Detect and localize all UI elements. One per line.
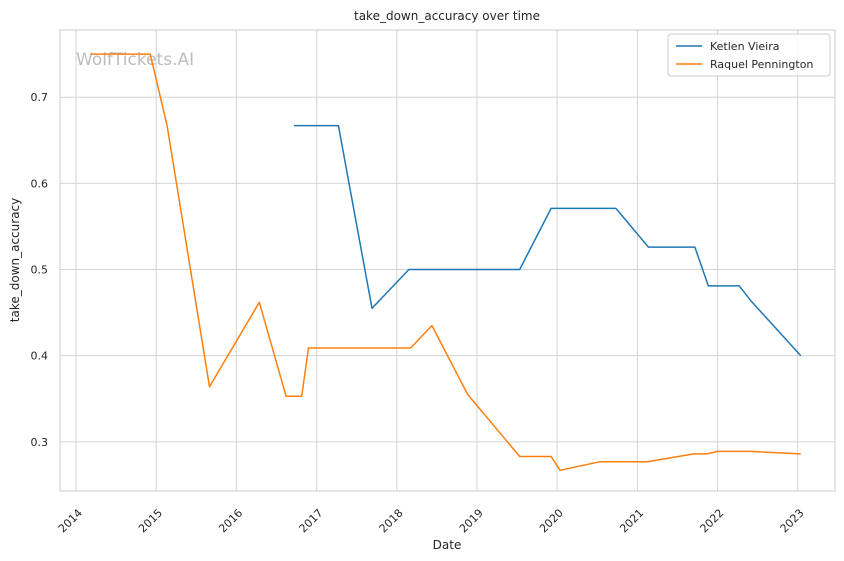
x-tick-label: 2020: [537, 506, 566, 535]
x-tick-label: 2016: [216, 506, 245, 535]
legend-label: Raquel Pennington: [710, 58, 813, 71]
x-tick-label: 2017: [297, 506, 326, 535]
legend-label: Ketlen Vieira: [710, 40, 779, 53]
x-axis-ticks: 2014 2015 2016 2017 2018 2019 2020 2021 2022 2023: [56, 506, 807, 535]
x-axis-title: Date: [433, 538, 462, 552]
x-tick-label: 2014: [56, 506, 85, 535]
y-axis-ticks: 0.3 0.4 0.5 0.6 0.7: [31, 91, 49, 449]
x-tick-label: 2015: [136, 506, 165, 535]
legend-box: [667, 33, 831, 77]
chart-title: take_down_accuracy over time: [354, 9, 540, 23]
watermark: WolfTickets.AI: [76, 50, 194, 70]
legend: Ketlen Vieira Raquel Pennington: [667, 33, 831, 77]
y-tick-label: 0.3: [31, 436, 49, 449]
plot-frame: [59, 29, 836, 492]
x-tick-label: 2018: [377, 506, 406, 535]
x-tick-label: 2019: [457, 506, 486, 535]
series-line-1: [91, 53, 801, 472]
y-tick-label: 0.6: [31, 177, 49, 190]
y-axis-title: take_down_accuracy: [8, 198, 22, 322]
x-tick-label: 2021: [617, 506, 646, 535]
x-tick-label: 2022: [698, 506, 727, 535]
series-line-0: [294, 124, 802, 357]
x-tick-label: 2023: [778, 506, 807, 535]
y-tick-label: 0.7: [31, 91, 49, 104]
grid: [60, 30, 835, 491]
y-tick-label: 0.5: [31, 264, 49, 277]
series-lines: [91, 53, 802, 472]
y-tick-label: 0.4: [31, 350, 49, 363]
